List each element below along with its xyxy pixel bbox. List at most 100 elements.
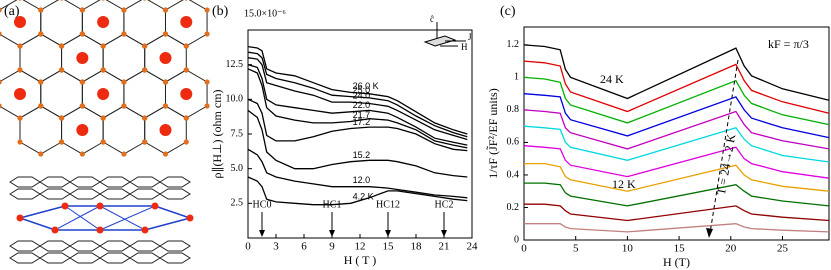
curve (524, 182, 830, 207)
hexagon (40, 0, 83, 47)
lattice-site (142, 43, 148, 49)
lattice-site (121, 7, 127, 13)
x-tick-label: 15 (674, 243, 686, 255)
lattice-site (121, 79, 127, 85)
plot-frame (523, 26, 830, 241)
x-tick-label: 0 (521, 243, 527, 255)
hexagon (102, 33, 146, 83)
lattice-site (183, 43, 189, 49)
panel-label: (c) (500, 4, 516, 19)
lattice-site (121, 31, 127, 37)
layer-hex (159, 252, 191, 264)
lattice-site (79, 31, 85, 37)
lattice-site (142, 139, 148, 145)
chart-panel: 0 3 6 9 12 15 18 21 24 2.5 5.0 7.5 10.0 12.5 15.0×10⁻⁶… (210, 4, 478, 267)
lattice-site (79, 7, 85, 13)
layer-dot (96, 226, 104, 234)
lattice-site (0, 7, 2, 13)
curve (523, 145, 830, 179)
lattice-site (162, 79, 169, 85)
layer-hex (129, 240, 161, 252)
lattice-site (0, 31, 2, 37)
center-dot (14, 88, 26, 100)
lattice-site (58, 115, 65, 121)
lattice-site (204, 31, 210, 37)
lattice-site (100, 115, 106, 121)
hexagon (19, 105, 63, 155)
y-tick-label: 7.5 (231, 128, 244, 139)
x-tick-label: 12 (355, 241, 366, 253)
y-tick-label: 1.2 (507, 39, 520, 50)
y-tick-label: 12.5 (226, 59, 244, 70)
lattice-site (38, 151, 44, 157)
hexagon (40, 69, 83, 119)
lattice-site (183, 115, 189, 121)
lattice-site (79, 151, 85, 157)
layer-dot (16, 214, 24, 222)
hexagon (19, 33, 63, 83)
y-axis-title: 1/τF (J̃F²/EF units) (485, 88, 499, 178)
center-dot (76, 124, 89, 136)
lattice-site (38, 79, 44, 85)
lattice-site (0, 79, 2, 85)
lattice-site (204, 79, 210, 85)
arrow-head (259, 230, 265, 237)
layer-hex (99, 252, 131, 264)
curve-label: 26.0 K (353, 81, 379, 91)
y-tick-label: 15.0×10⁻⁶ (244, 8, 286, 19)
annotation: T = 24→2 K (714, 133, 739, 196)
lattice-site (204, 103, 210, 109)
lattice-site (204, 7, 210, 13)
curve-label: 15.2 (353, 150, 371, 160)
layer-hex (69, 240, 101, 252)
y-axis-title: ρ∥(H⊥) (ohm cm) (210, 89, 224, 178)
arrow-head (706, 228, 713, 238)
curve (523, 125, 830, 163)
curve-label: 17.2 (353, 117, 371, 127)
curve (523, 93, 830, 139)
lattice-site (58, 139, 65, 145)
x-tick-label: 15 (383, 241, 395, 253)
layer-dot (151, 202, 159, 210)
center-dot (180, 88, 193, 100)
curve (523, 76, 830, 126)
lattice-diagram (0, 0, 210, 264)
y-tick-label: 5.0 (231, 163, 244, 174)
hexagon (123, 0, 166, 47)
curve (247, 98, 468, 152)
lattice-site (101, 0, 105, 1)
annotation: kF = π/3 (768, 37, 809, 51)
layer-hex (159, 176, 191, 188)
lattice-site (79, 103, 85, 109)
x-tick-label: 9 (329, 241, 335, 253)
curve (247, 68, 468, 149)
lattice-site (38, 31, 44, 37)
y-tick-label: 10.0 (226, 94, 244, 105)
layer-hex (159, 240, 191, 252)
lattice-site (0, 103, 2, 109)
layer-hex (39, 252, 71, 264)
y-tick-label: 0 (514, 234, 519, 245)
field-label: HC2 (435, 199, 454, 210)
arrow-head (441, 230, 447, 237)
center-dot (180, 16, 193, 28)
layer-hex (39, 176, 71, 188)
x-tick-label: 21 (439, 241, 450, 253)
x-tick-label: 18 (411, 241, 423, 253)
curve (247, 51, 468, 138)
y-tick-label: 0.2 (507, 202, 520, 213)
lattice-site (100, 139, 106, 145)
arrow-head (385, 230, 391, 237)
y-tick-label: 1 (514, 72, 519, 83)
lattice-site (58, 43, 65, 49)
lattice-site (143, 0, 147, 1)
x-tick-label: 3 (273, 241, 279, 253)
annotation: 12 K (612, 177, 636, 191)
lattice-site (142, 115, 148, 121)
curve-label: 12.0 (353, 175, 371, 185)
lattice-site (100, 43, 106, 49)
y-tick-label: 2.5 (231, 198, 244, 209)
lattice-site (121, 103, 127, 109)
